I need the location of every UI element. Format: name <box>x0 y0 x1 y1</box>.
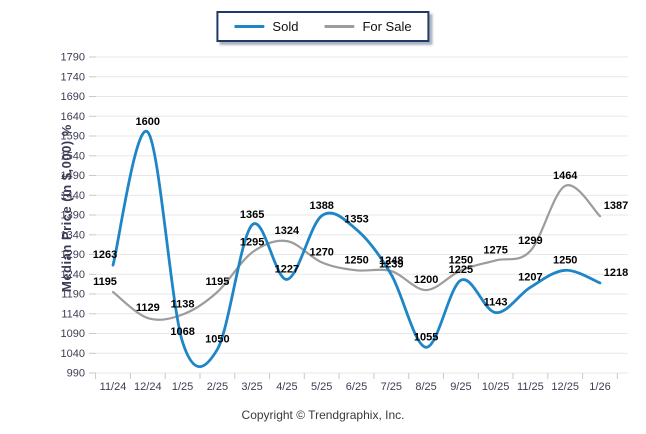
series-lines <box>111 130 602 368</box>
y-tick-label: 1490 <box>61 170 85 182</box>
x-tick-label: 9/25 <box>450 381 471 393</box>
copyright-text: Copyright © Trendgraphix, Inc. <box>241 408 405 422</box>
x-tick-label: 4/25 <box>276 381 297 393</box>
data-label-sold: 1143 <box>484 297 508 309</box>
series-line-sold <box>111 130 602 368</box>
data-label-for-sale: 1299 <box>518 235 542 247</box>
data-label-sold: 1055 <box>414 331 438 343</box>
y-axis-labels: 990 1040 1090 1140 1190 1240 1290 1340 1390 1440 1… <box>61 52 85 380</box>
data-label-sold: 1050 <box>205 333 229 345</box>
data-label-for-sale: 1250 <box>449 254 473 266</box>
y-tick-label: 1240 <box>61 269 85 281</box>
x-tick-label: 11/24 <box>100 381 127 393</box>
for-sale-line-swatch <box>324 25 355 28</box>
data-label-for-sale: 1195 <box>205 276 229 288</box>
data-label-sold: 1353 <box>344 214 368 226</box>
series-line-for-sale <box>111 184 602 321</box>
data-label-for-sale: 1200 <box>414 274 438 286</box>
legend-item-sold: Sold <box>234 19 298 34</box>
data-label-for-sale: 1387 <box>604 200 628 212</box>
data-label-sold: 1388 <box>309 200 333 212</box>
y-tick-label: 1440 <box>61 190 85 202</box>
x-tick-label: 10/25 <box>482 381 510 393</box>
x-tick-label: 5/25 <box>311 381 332 393</box>
data-label-sold: 1225 <box>449 264 473 276</box>
x-tick-label: 7/25 <box>381 381 402 393</box>
data-label-for-sale: 1138 <box>171 299 195 311</box>
data-label-sold: 1365 <box>240 209 264 221</box>
y-tick-label: 1640 <box>61 111 85 123</box>
y-axis-title: Median Price (in $,000) % <box>59 124 74 292</box>
data-label-sold: 1207 <box>518 271 542 283</box>
y-tick-label: 1790 <box>61 52 85 64</box>
x-axis-labels: 11/24 12/24 1/25 2/25 3/25 4/25 5/25 6/25 7/25 8/… <box>100 381 611 393</box>
data-label-sold: 1068 <box>170 326 194 338</box>
x-tick-label: 6/25 <box>346 381 367 393</box>
x-tick-label: 11/25 <box>517 381 544 393</box>
x-tick-label: 8/25 <box>415 381 436 393</box>
y-tick-label: 1340 <box>61 229 85 241</box>
data-label-sold: 1239 <box>379 259 403 271</box>
data-label-for-sale: 1195 <box>93 276 117 288</box>
y-tick-label: 1690 <box>61 91 85 103</box>
data-label-for-sale: 1250 <box>344 254 368 266</box>
y-tick-label: 1590 <box>61 131 85 143</box>
data-label-sold: 1227 <box>275 263 299 275</box>
x-tick-label: 2/25 <box>207 381 228 393</box>
data-label-for-sale: 1270 <box>309 246 333 258</box>
y-tick-label: 1740 <box>61 71 85 83</box>
legend-item-for-sale: For Sale <box>324 19 412 34</box>
y-tick-label: 1540 <box>61 150 85 162</box>
data-label-for-sale: 1295 <box>240 237 264 249</box>
legend-label-for-sale: For Sale <box>362 19 412 34</box>
y-tick-label: 1040 <box>61 348 85 360</box>
sold-line-swatch <box>234 25 265 28</box>
x-tick-label: 1/26 <box>589 381 610 393</box>
y-tick-label: 1390 <box>61 210 85 222</box>
y-tick-label: 1290 <box>61 249 85 261</box>
y-tick-label: 1190 <box>61 289 85 301</box>
legend: Sold For Sale <box>216 11 430 42</box>
data-label-sold: 1263 <box>93 249 117 261</box>
x-tick-label: 1/25 <box>172 381 193 393</box>
y-tick-label: 1140 <box>61 308 85 320</box>
x-tick-label: 3/25 <box>241 381 262 393</box>
legend-label-sold: Sold <box>272 19 299 34</box>
data-label-for-sale: 1464 <box>553 170 578 182</box>
axis-ticks <box>89 56 618 379</box>
data-label-for-sale: 1324 <box>275 225 300 237</box>
x-tick-label: 12/24 <box>134 381 162 393</box>
gridlines <box>96 56 628 374</box>
data-label-sold: 1600 <box>136 116 160 128</box>
y-tick-label: 1090 <box>61 328 85 340</box>
data-label-for-sale: 1248 <box>379 255 403 267</box>
x-tick-label: 12/25 <box>551 381 579 393</box>
data-label-sold: 1250 <box>553 254 577 266</box>
data-label-for-sale: 1275 <box>483 244 507 256</box>
data-labels: 1263 1600 1068 1050 1365 1227 1388 1353 1239 1055… <box>93 116 628 345</box>
y-tick-label: 990 <box>67 368 85 380</box>
data-label-sold: 1218 <box>604 267 628 279</box>
data-label-for-sale: 1129 <box>136 302 160 314</box>
